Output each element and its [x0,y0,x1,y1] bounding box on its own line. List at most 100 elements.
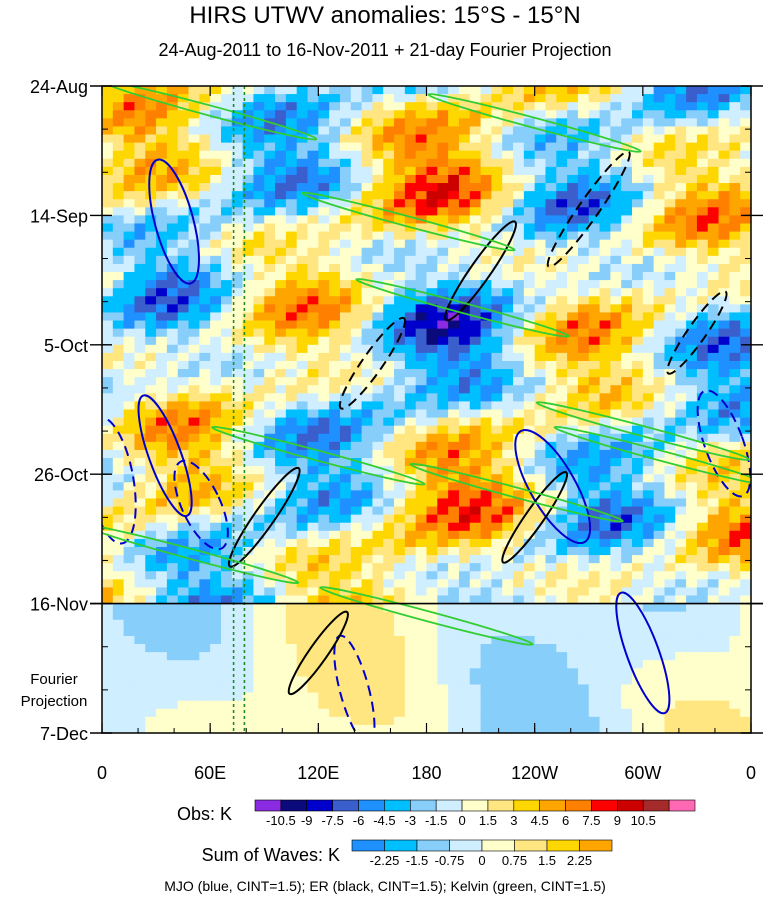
field-cell [361,409,374,419]
field-cell [404,126,417,136]
field-cell [729,352,741,362]
field-cell [513,409,525,419]
field-cell [534,142,547,152]
field-cell [112,231,125,241]
field-cell [102,150,114,160]
field-cell [112,530,125,540]
field-cell [480,644,492,653]
field-cell [491,692,503,702]
field-cell [567,263,579,273]
field-cell [275,449,287,459]
field-cell [632,627,644,637]
field-cell [372,627,384,637]
field-cell [361,635,374,645]
field-cell [383,215,395,225]
field-cell [264,571,276,580]
field-cell [220,603,233,613]
field-cell [632,425,644,435]
field-cell [491,255,503,265]
field-cell [502,611,514,621]
field-cell [577,191,590,200]
field-cell [491,191,503,200]
field-cell [588,393,601,403]
field-cell [156,150,168,160]
field-cell [599,660,611,669]
field-cell [469,417,482,427]
field-cell [361,522,374,532]
field-cell [199,644,211,653]
field-cell [707,684,720,694]
field-cell [426,627,438,637]
field-cell [642,660,655,669]
field-cell [480,490,492,500]
field-cell [502,417,514,427]
field-cell [729,571,741,580]
field-cell [513,587,525,597]
x-tick-label: 60W [624,763,661,783]
field-cell [285,288,298,297]
field-cell [242,312,255,322]
field-cell [458,239,471,249]
field-cell [329,328,341,338]
field-cell [285,215,298,225]
field-cell [480,352,492,362]
field-cell [156,530,168,540]
field-cell [632,401,644,411]
field-cell [102,86,114,95]
field-cell [599,288,611,297]
field-cell [210,514,222,524]
field-cell [621,360,633,370]
field-cell [112,352,125,362]
field-cell [696,191,709,200]
field-cell [621,676,633,686]
field-cell [426,482,438,491]
field-cell [502,134,514,144]
field-cell [415,716,428,726]
field-cell [556,239,568,249]
field-cell [718,328,730,338]
field-cell [502,94,514,103]
field-cell [188,466,200,475]
field-cell [383,635,395,645]
field-cell [707,239,720,249]
field-cell [653,619,666,629]
field-cell [480,150,492,160]
field-cell [675,571,687,580]
field-cell [275,126,287,136]
field-cell [686,482,698,491]
field-cell [588,223,601,233]
field-cell [372,150,384,160]
field-cell [653,603,666,613]
field-cell [642,272,655,281]
field-cell [426,425,438,435]
field-cell [599,684,611,694]
field-cell [458,635,471,645]
field-cell [556,482,568,491]
field-cell [632,377,644,386]
field-cell [729,320,741,330]
field-cell [264,336,276,346]
field-cell [394,118,406,128]
field-cell [264,272,276,281]
field-cell [577,118,590,128]
field-cell [339,166,352,176]
field-cell [383,482,395,491]
field-cell [621,401,633,411]
field-cell [231,304,244,314]
field-cell [361,207,374,216]
field-cell [545,263,557,273]
field-cell [199,272,211,281]
field-cell [102,352,114,362]
field-cell [545,166,557,176]
field-cell [394,538,406,548]
field-cell [134,514,146,524]
field-cell [329,166,341,176]
field-cell [102,385,114,394]
field-cell [577,627,590,637]
field-cell [458,191,471,200]
field-cell [513,207,525,216]
field-cell [545,530,557,540]
field-cell [610,393,622,403]
field-cell [696,635,709,645]
field-cell [437,247,449,257]
